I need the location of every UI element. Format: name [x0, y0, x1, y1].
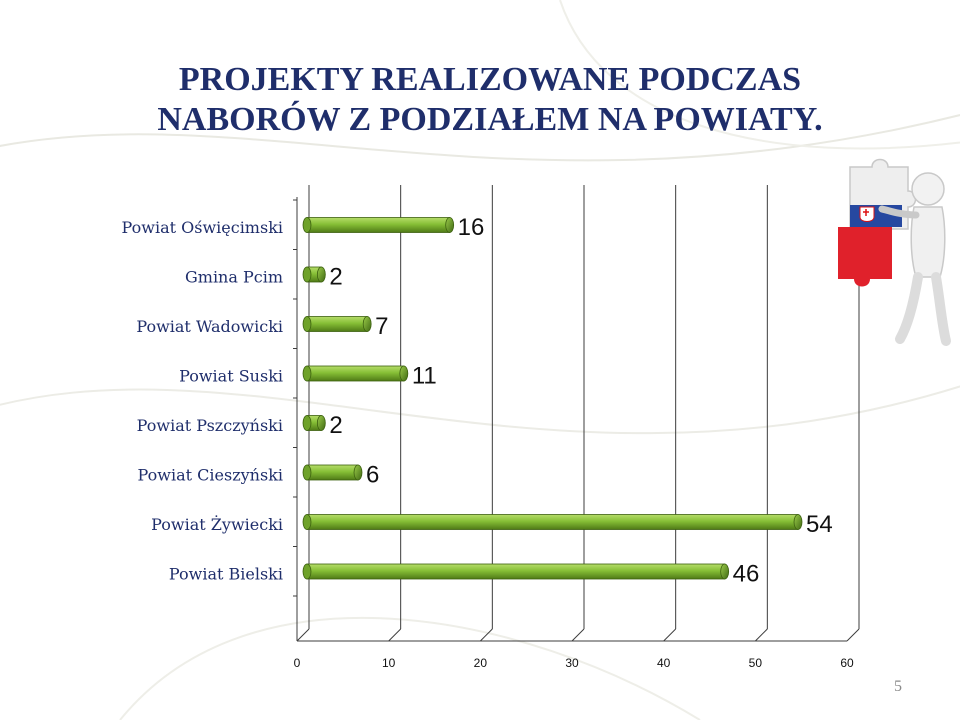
bar	[306, 217, 451, 233]
slide-title: PROJEKTY REALIZOWANE PODCZAS NABORÓW Z P…	[100, 60, 880, 140]
category-label: Powiat Pszczyński	[137, 416, 283, 435]
bar-start-cap	[302, 415, 312, 431]
x-tick-label: 40	[657, 656, 671, 670]
bar	[306, 464, 359, 481]
category-label: Gmina Pcim	[185, 268, 283, 287]
bar-end-cap	[362, 316, 372, 332]
category-label: Powiat Bielski	[169, 565, 283, 584]
bar-end-cap	[316, 415, 326, 431]
bar	[306, 563, 726, 580]
data-label: 54	[806, 511, 833, 538]
x-tick-label: 10	[382, 656, 396, 670]
slide-title-line-2: NABORÓW Z PODZIAŁEM NA POWIATY.	[157, 101, 823, 138]
data-label: 2	[329, 264, 342, 291]
chart-text: 0 10 20 30 40 50 60 Powiat Oświęcimski 16 Gmina P…	[122, 214, 854, 670]
chart-grid	[293, 185, 860, 642]
chart-bars	[302, 217, 803, 580]
floor-gridline	[846, 628, 860, 642]
data-label: 46	[733, 561, 760, 588]
category-label: Powiat Wadowicki	[136, 317, 283, 336]
bar-end-cap	[793, 514, 803, 530]
floor-gridline	[754, 628, 768, 642]
data-label: 7	[375, 313, 388, 340]
floor-gridline	[388, 628, 402, 642]
category-label: Powiat Oświęcimski	[122, 218, 284, 237]
bar	[306, 365, 405, 382]
bar-start-cap	[302, 365, 312, 382]
bar-start-cap	[302, 266, 312, 283]
slide-title-line-1: PROJEKTY REALIZOWANE PODCZAS	[178, 61, 802, 98]
category-label: Powiat Suski	[179, 367, 283, 386]
floor-gridline	[663, 628, 677, 642]
bar-start-cap	[302, 464, 312, 481]
data-label: 16	[458, 214, 485, 241]
bar	[306, 514, 799, 530]
floor-gridline	[479, 628, 493, 642]
x-tick-label: 20	[474, 656, 488, 670]
data-label: 2	[329, 412, 342, 439]
x-tick-label: 0	[294, 656, 301, 670]
page-number: 5	[894, 678, 902, 695]
bar	[306, 316, 368, 332]
x-tick-label: 30	[565, 656, 579, 670]
bar-end-cap	[720, 563, 730, 580]
bar-end-cap	[445, 217, 455, 233]
bar-start-cap	[302, 217, 312, 233]
puzzle-figure-icon	[838, 158, 951, 346]
floor-gridline	[296, 628, 310, 642]
bar-end-cap	[399, 365, 409, 382]
data-label: 11	[412, 363, 437, 390]
category-label: Powiat Cieszyński	[138, 466, 283, 485]
floor-gridline	[571, 628, 585, 642]
bar-start-cap	[302, 316, 312, 332]
bar-end-cap	[316, 266, 326, 283]
bar-end-cap	[353, 464, 363, 481]
x-tick-label: 50	[749, 656, 763, 670]
category-label: Powiat Żywiecki	[151, 514, 283, 534]
bar-start-cap	[302, 563, 312, 580]
x-tick-label: 60	[840, 656, 854, 670]
data-label: 6	[366, 462, 379, 489]
bar-start-cap	[302, 514, 312, 530]
